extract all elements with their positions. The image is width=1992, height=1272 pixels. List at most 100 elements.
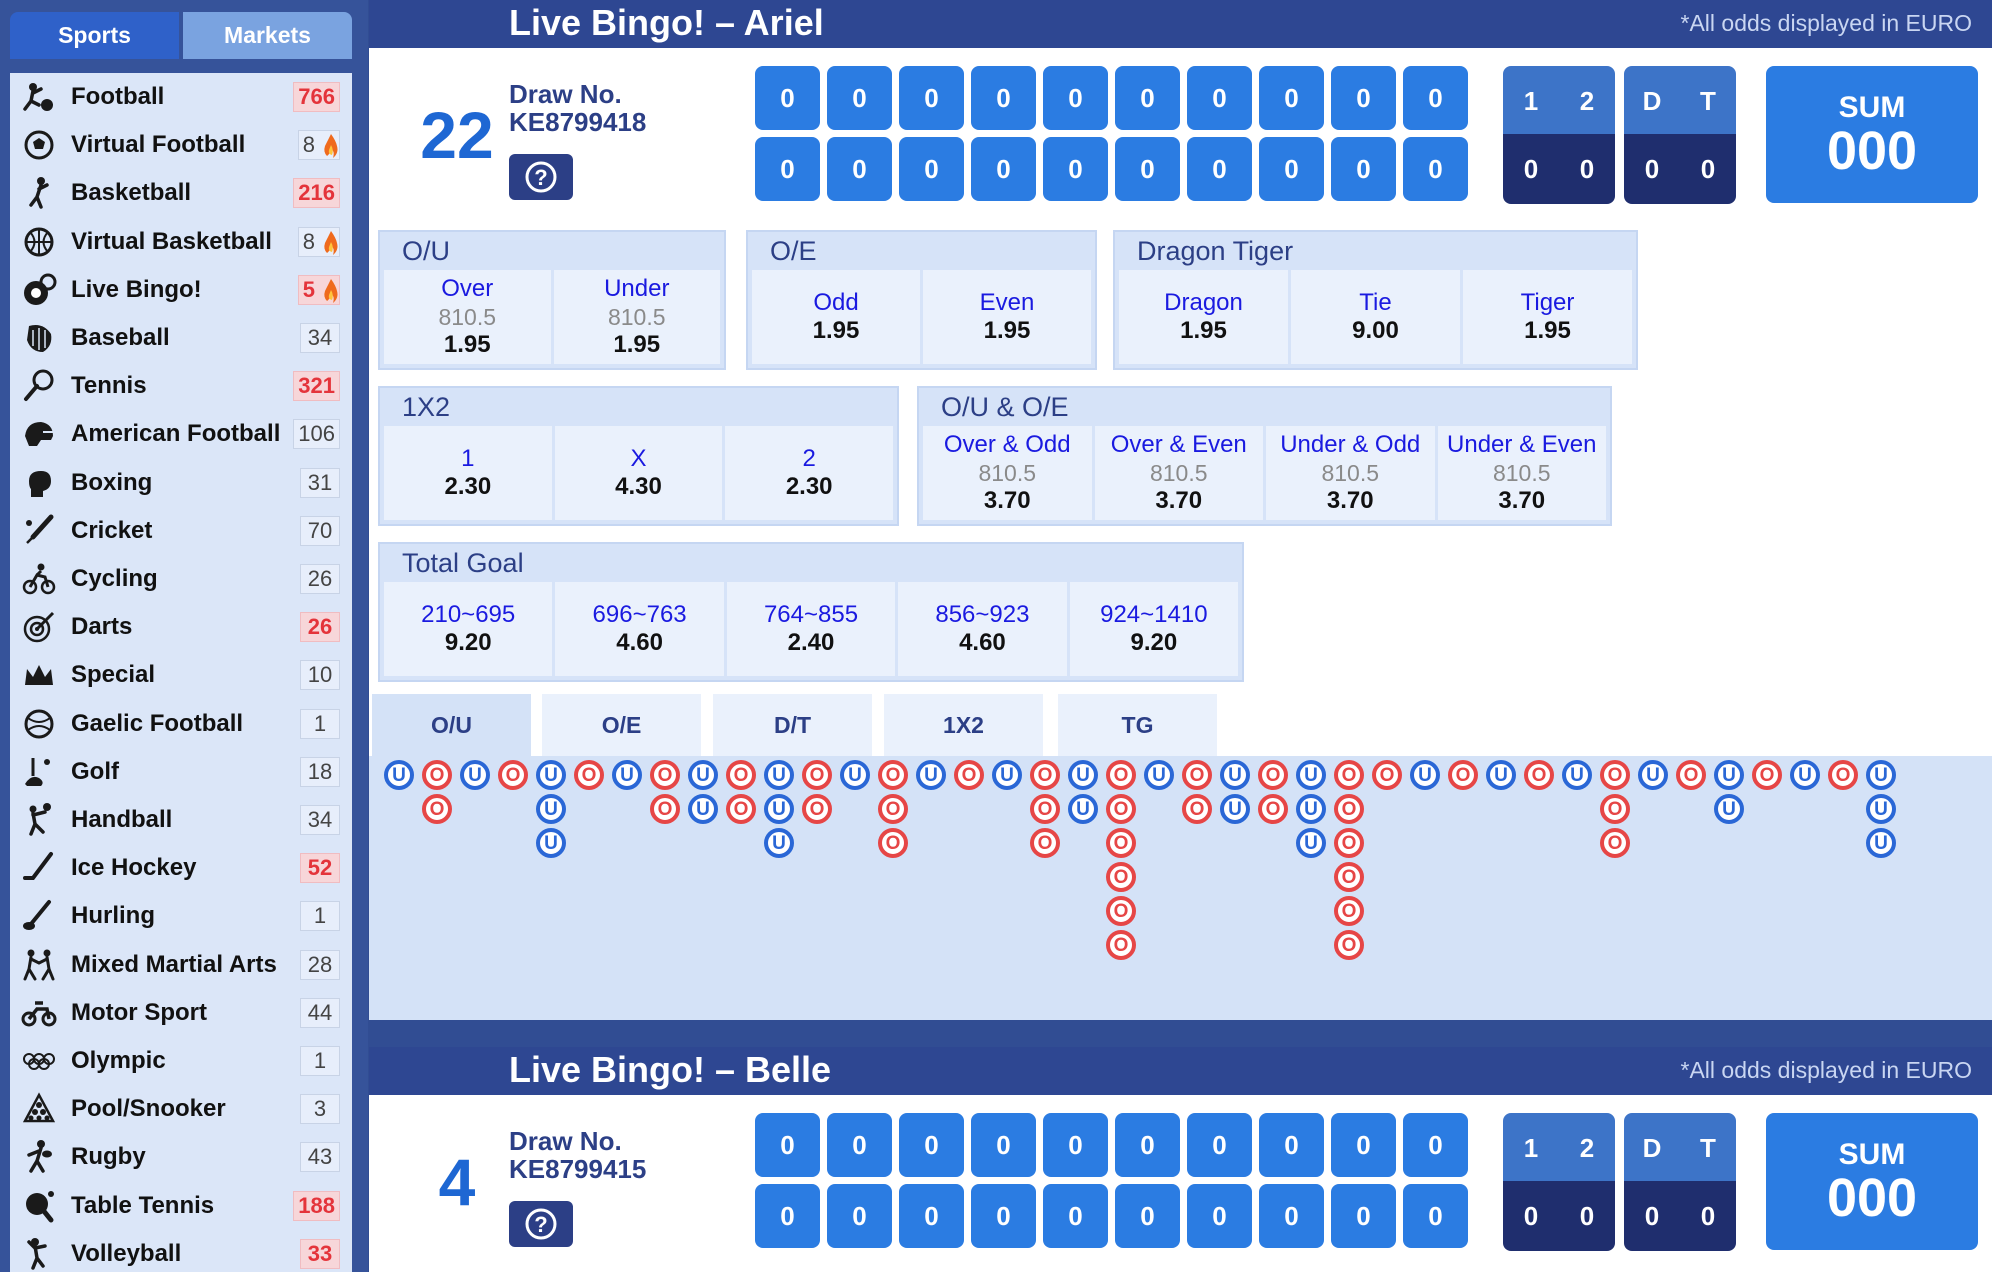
ball-slot: 0 bbox=[827, 66, 892, 130]
sidebar-item-baseball[interactable]: Baseball 34 bbox=[10, 314, 352, 362]
sport-label: Handball bbox=[71, 806, 173, 833]
sidebar-item-ice-hockey[interactable]: Ice Hockey 52 bbox=[10, 844, 352, 892]
sport-label: Gaelic Football bbox=[71, 709, 244, 737]
odds-cell[interactable]: Under & Odd 810.5 3.70 bbox=[1266, 426, 1435, 520]
odds-cell[interactable]: X 4.30 bbox=[554, 426, 723, 520]
odds-value: 2.40 bbox=[787, 629, 835, 656]
help-button[interactable]: ? bbox=[509, 1201, 573, 1247]
odds-cell[interactable]: Over & Even 810.5 3.70 bbox=[1094, 426, 1263, 520]
help-button[interactable]: ? bbox=[509, 154, 573, 200]
sidebar-item-motor-sport[interactable]: Motor Sport 44 bbox=[10, 989, 352, 1037]
odds-cell[interactable]: Odd 1.95 bbox=[752, 270, 920, 364]
odds-cell[interactable]: 2 2.30 bbox=[725, 426, 894, 520]
svg-text:?: ? bbox=[534, 165, 547, 190]
trend-tab-1x2[interactable]: 1X2 bbox=[884, 694, 1043, 756]
sidebar-item-rugby[interactable]: Rugby 43 bbox=[10, 1133, 352, 1181]
stat-header: 1 bbox=[1503, 66, 1559, 136]
over-bead: O bbox=[1334, 896, 1364, 926]
event-count: 28 bbox=[307, 951, 333, 977]
draw-id: KE8799415 bbox=[509, 1154, 647, 1184]
market-title: Dragon Tiger bbox=[1137, 236, 1294, 266]
sidebar-item-basketball[interactable]: Basketball 216 bbox=[10, 169, 352, 217]
over-bead: O bbox=[1106, 760, 1136, 790]
sidebar-item-special[interactable]: Special 10 bbox=[10, 651, 352, 699]
sum-label: SUM bbox=[1838, 1137, 1906, 1171]
trend-tab-d-t[interactable]: D/T bbox=[713, 694, 872, 756]
sidebar-item-boxing[interactable]: Boxing 31 bbox=[10, 459, 352, 507]
ball-slot: 0 bbox=[1331, 137, 1396, 201]
odds-cell[interactable]: Over 810.5 1.95 bbox=[384, 270, 551, 364]
panel-title: Live Bingo! – Ariel bbox=[509, 2, 824, 43]
over-bead: O bbox=[1182, 794, 1212, 824]
ball-slot: 0 bbox=[1403, 1113, 1468, 1177]
virtual-football-icon bbox=[18, 125, 60, 165]
sidebar-item-football[interactable]: Football 766 bbox=[10, 73, 352, 121]
sidebar-item-american-football[interactable]: American Football 106 bbox=[10, 410, 352, 458]
sidebar-item-tennis[interactable]: Tennis 321 bbox=[10, 362, 352, 410]
under-bead: U bbox=[384, 760, 414, 790]
odds-cell[interactable]: 696~763 4.60 bbox=[555, 582, 724, 676]
trend-tab-o-e[interactable]: O/E bbox=[542, 694, 701, 756]
svg-text:?: ? bbox=[534, 1212, 547, 1237]
odds-value: 3.70 bbox=[1498, 487, 1546, 514]
sidebar-item-virtual-football[interactable]: Virtual Football 8 bbox=[10, 121, 352, 169]
sidebar-item-olympic[interactable]: Olympic 1 bbox=[10, 1037, 352, 1085]
odds-value: 4.60 bbox=[959, 629, 1006, 656]
market-o-u: O/U Over 810.5 1.95 Under 810.5 1.95 bbox=[378, 230, 726, 370]
event-count: 52 bbox=[307, 855, 333, 881]
sidebar-item-table-tennis[interactable]: Table Tennis 188 bbox=[10, 1182, 352, 1230]
odds-value: 3.70 bbox=[983, 487, 1031, 514]
over-bead: O bbox=[726, 760, 756, 790]
trend-tab-o-u[interactable]: O/U bbox=[372, 694, 531, 756]
event-count-badge: 70 bbox=[300, 515, 340, 546]
sidebar-item-pool-snooker[interactable]: Pool/Snooker 3 bbox=[10, 1085, 352, 1133]
odds-cell[interactable]: Under 810.5 1.95 bbox=[553, 270, 720, 364]
ball-slot: 0 bbox=[1043, 1184, 1108, 1248]
odds-cell[interactable]: 210~695 9.20 bbox=[384, 582, 553, 676]
sidebar-item-cycling[interactable]: Cycling 26 bbox=[10, 555, 352, 603]
flame-icon bbox=[324, 278, 338, 303]
trend-tab-tg[interactable]: TG bbox=[1058, 694, 1217, 756]
over-bead: O bbox=[802, 794, 832, 824]
sidebar-item-hurling[interactable]: Hurling 1 bbox=[10, 892, 352, 940]
ball-slot: 0 bbox=[899, 137, 964, 201]
odds-cell[interactable]: 856~923 4.60 bbox=[898, 582, 1067, 676]
event-count: 3 bbox=[313, 1096, 327, 1122]
sidebar-item-darts[interactable]: Darts 26 bbox=[10, 603, 352, 651]
over-bead: O bbox=[878, 828, 908, 858]
sidebar-item-volleyball[interactable]: Volleyball 33 bbox=[10, 1230, 352, 1272]
under-bead: U bbox=[1790, 760, 1820, 790]
odds-cell[interactable]: Dragon 1.95 bbox=[1119, 270, 1288, 364]
event-count: 1 bbox=[313, 903, 327, 929]
odds-cell[interactable]: Tie 9.00 bbox=[1291, 270, 1460, 364]
event-count: 5 bbox=[302, 276, 315, 302]
line-value: 810.5 bbox=[978, 460, 1037, 486]
volleyball-icon bbox=[18, 1234, 60, 1272]
market-o-u-o-e: O/U & O/E Over & Odd 810.5 3.70 Over & E… bbox=[917, 386, 1612, 526]
under-bead: U bbox=[1866, 760, 1896, 790]
odds-cell[interactable]: 1 2.30 bbox=[384, 426, 552, 520]
ball-slot: 0 bbox=[899, 1184, 964, 1248]
over-bead: O bbox=[1524, 760, 1554, 790]
sum-box: SUM 000 bbox=[1766, 1113, 1978, 1250]
ball-slot: 0 bbox=[1403, 137, 1468, 201]
odds-cell[interactable]: 924~1410 9.20 bbox=[1069, 582, 1239, 676]
sidebar-item-live-bingo-[interactable]: Live Bingo! 5 bbox=[10, 266, 352, 314]
sidebar-item-cricket[interactable]: Cricket 70 bbox=[10, 507, 352, 555]
sidebar-item-golf[interactable]: Golf 18 bbox=[10, 748, 352, 796]
sidebar-item-virtual-basketball[interactable]: Virtual Basketball 8 bbox=[10, 218, 352, 266]
odds-cell[interactable]: Over & Odd 810.5 3.70 bbox=[923, 426, 1092, 520]
sidebar-item-handball[interactable]: Handball 34 bbox=[10, 796, 352, 844]
sidebar-item-gaelic-football[interactable]: Gaelic Football 1 bbox=[10, 700, 352, 748]
odds-cell[interactable]: 764~855 2.40 bbox=[726, 582, 896, 676]
odds-cell[interactable]: Under & Even 810.5 3.70 bbox=[1437, 426, 1606, 520]
tab-sports[interactable]: Sports bbox=[10, 12, 179, 59]
sidebar-item-mixed-martial-arts[interactable]: Mixed Martial Arts 28 bbox=[10, 941, 352, 989]
event-count-badge: 321 bbox=[293, 371, 340, 402]
odds-cell[interactable]: Even 1.95 bbox=[923, 270, 1091, 364]
event-count: 33 bbox=[307, 1240, 333, 1266]
sport-label: Volleyball bbox=[71, 1239, 182, 1267]
tab-markets[interactable]: Markets bbox=[183, 12, 352, 59]
odds-cell[interactable]: Tiger 1.95 bbox=[1463, 270, 1632, 364]
odds-value: 4.30 bbox=[615, 473, 662, 500]
